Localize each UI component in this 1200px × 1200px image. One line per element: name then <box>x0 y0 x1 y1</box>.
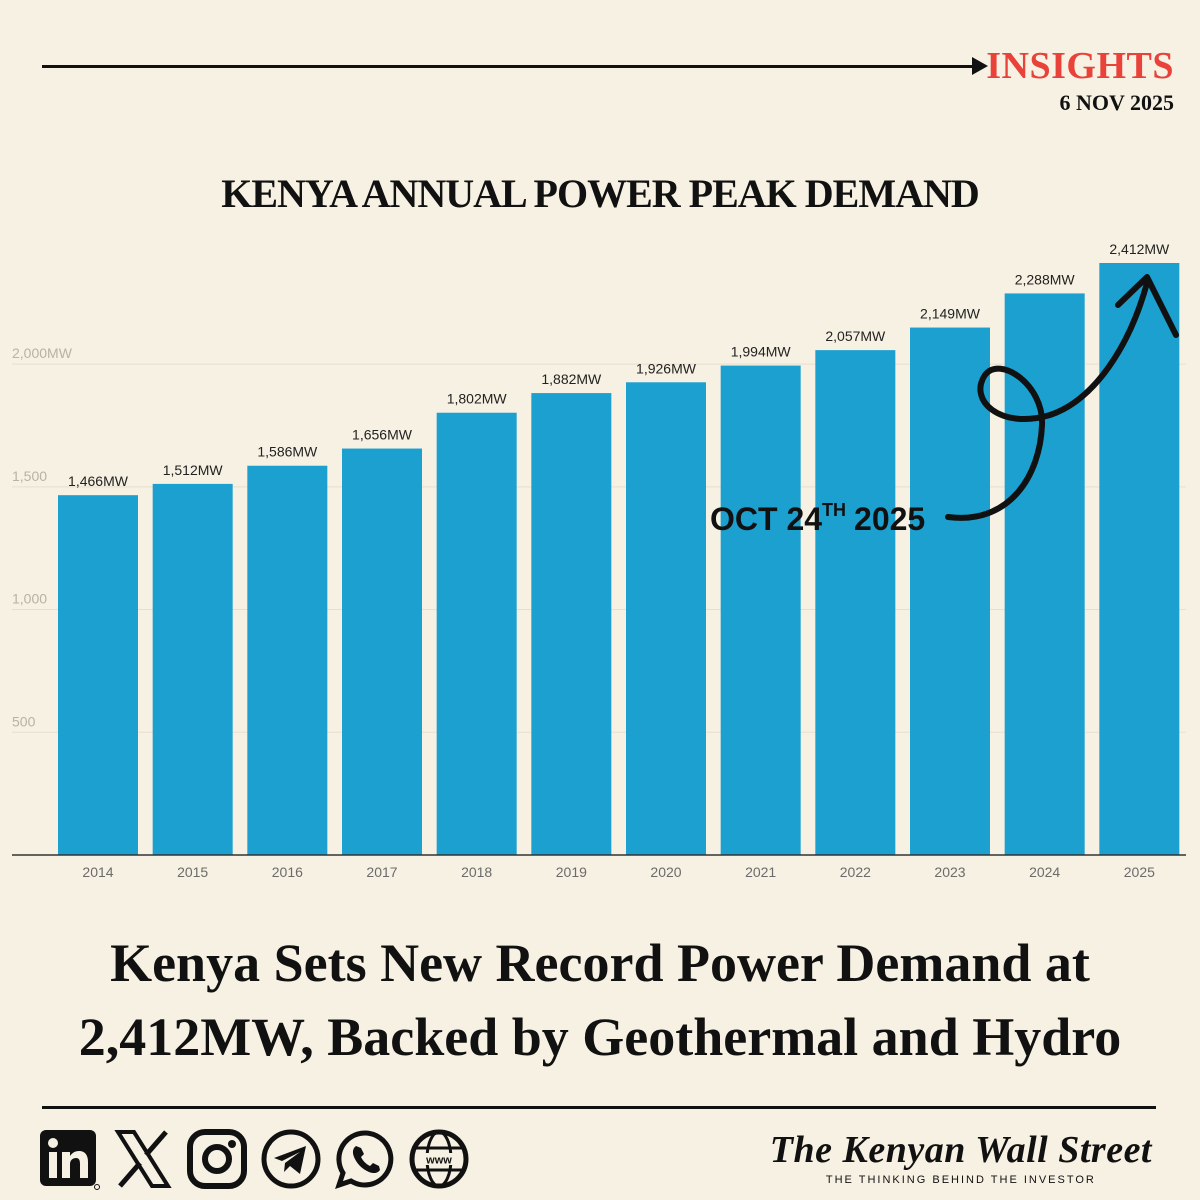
brand-tagline: THE THINKING BEHIND THE INVESTOR <box>825 1174 1096 1186</box>
x-tick-label: 2022 <box>840 864 871 880</box>
brand-name: The Kenyan Wall Street <box>769 1129 1152 1171</box>
x-tick-label: 2017 <box>366 864 397 880</box>
data-label: 2,149MW <box>920 306 981 322</box>
bar <box>1099 263 1180 855</box>
annotation-year: 2025 <box>854 501 925 537</box>
data-label: 1,926MW <box>636 360 697 376</box>
bar <box>436 412 517 855</box>
website-icon[interactable]: www <box>408 1128 470 1190</box>
data-label: 1,656MW <box>352 427 413 443</box>
footer-rule <box>42 1106 1156 1109</box>
data-label: 1,466MW <box>68 473 129 489</box>
y-tick-label: 500 <box>12 713 36 729</box>
x-tick-label: 2023 <box>934 864 965 880</box>
x-tick-label: 2019 <box>556 864 587 880</box>
bar <box>720 365 801 855</box>
x-icon[interactable] <box>112 1128 174 1190</box>
bar <box>247 465 328 855</box>
data-label: 1,882MW <box>541 371 602 387</box>
bar <box>910 327 990 855</box>
chart-title: KENYA ANNUAL POWER PEAK DEMAND <box>221 171 979 216</box>
headline: Kenya Sets New Record Power Demand at 2,… <box>0 926 1200 1074</box>
bar <box>152 483 233 855</box>
whatsapp-icon[interactable] <box>334 1128 396 1190</box>
x-tick-label: 2020 <box>650 864 681 880</box>
header-rule <box>42 65 982 68</box>
bar <box>626 382 706 855</box>
x-tick-label: 2016 <box>272 864 303 880</box>
svg-text:www: www <box>425 1155 452 1167</box>
annotation-superscript: TH <box>822 500 846 520</box>
x-tick-label: 2018 <box>461 864 492 880</box>
bar <box>342 448 422 855</box>
bar <box>58 495 138 855</box>
section-label: INSIGHTS <box>986 45 1174 87</box>
data-label: 1,802MW <box>447 391 508 407</box>
social-links: www <box>38 1128 470 1190</box>
headline-line-1: Kenya Sets New Record Power Demand at <box>110 933 1090 993</box>
linkedin-icon[interactable] <box>38 1128 100 1190</box>
x-tick-label: 2015 <box>177 864 208 880</box>
bar <box>815 350 896 855</box>
annotation-date: OCT 24 <box>710 501 822 537</box>
x-tick-label: 2021 <box>745 864 776 880</box>
headline-line-2: 2,412MW, Backed by Geothermal and Hydro <box>78 1007 1122 1067</box>
data-label: 1,994MW <box>731 344 792 360</box>
bar <box>1004 293 1085 855</box>
annotation-arrow <box>945 280 1150 521</box>
x-tick-label: 2014 <box>82 864 113 880</box>
publish-date: 6 NOV 2025 <box>1059 90 1175 115</box>
data-label: 2,288MW <box>1015 271 1076 287</box>
annotation-label: OCT 24TH 2025 <box>710 500 925 537</box>
instagram-icon[interactable] <box>186 1128 248 1190</box>
brand: The Kenyan Wall Street THE THINKING BEHI… <box>770 1128 1152 1186</box>
y-tick-label: 2,000MW <box>12 345 73 361</box>
telegram-icon[interactable] <box>260 1128 322 1190</box>
data-label: 1,586MW <box>257 444 318 460</box>
bar-chart: 500 1,000 1,500 2,000MW 1,466MW 2014 1,512MW 20… <box>12 241 1186 880</box>
bar <box>531 393 612 855</box>
x-tick-label: 2025 <box>1124 864 1155 880</box>
data-label: 1,512MW <box>163 462 224 478</box>
data-label: 2,057MW <box>825 328 886 344</box>
annotation-arrowhead-icon <box>1115 274 1179 338</box>
y-tick-label: 1,000 <box>12 591 47 607</box>
data-label: 2,412MW <box>1109 241 1170 257</box>
y-tick-label: 1,500 <box>12 468 47 484</box>
x-tick-label: 2024 <box>1029 864 1060 880</box>
header-arrow-icon <box>972 57 988 75</box>
